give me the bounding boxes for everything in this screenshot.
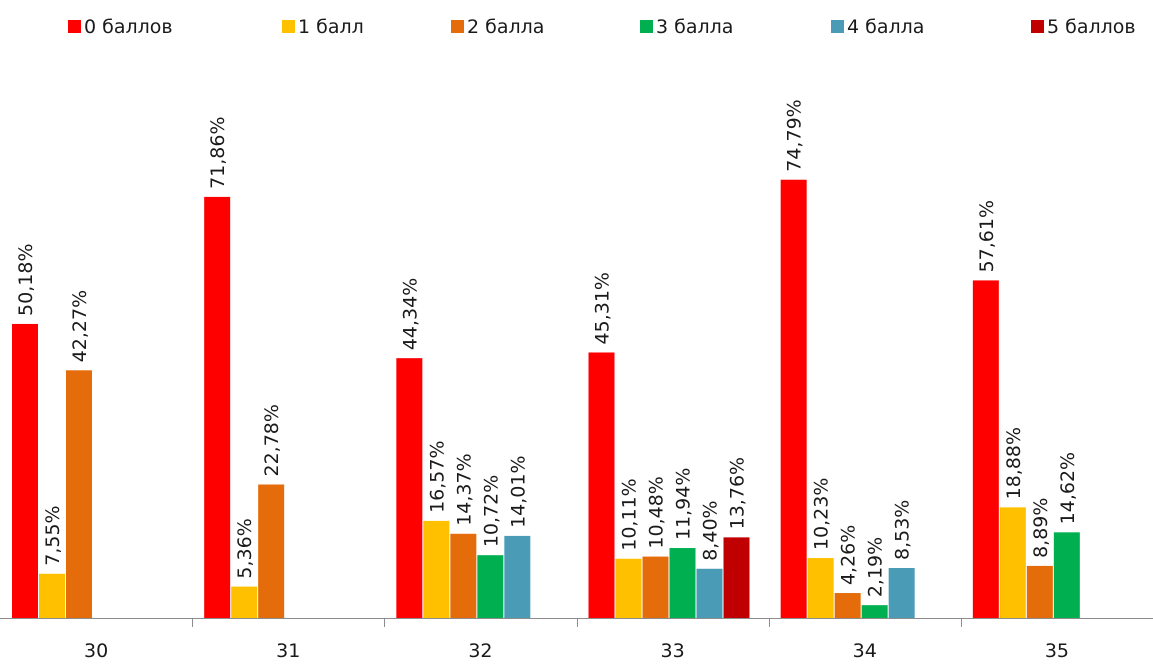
data-labels: 50,18% 7,55% 42,27% 71,86% 5,36% 22,78% 44,34%… [15, 99, 1079, 597]
bar-34-series-4 [888, 568, 915, 618]
legend-label-1: 1 балл [298, 16, 364, 38]
legend-label-4: 4 балла [847, 16, 924, 38]
data-label-32-series-2: 14,37% [453, 453, 475, 525]
data-label-34-series-1: 10,23% [811, 478, 833, 550]
bars [12, 179, 1080, 619]
legend-label-0: 0 баллов [84, 16, 173, 38]
x-tick-label-30: 30 [84, 640, 108, 662]
bar-34-series-0 [780, 179, 807, 619]
legend-swatch-4 [831, 20, 844, 33]
data-label-31-series-2: 22,78% [261, 404, 283, 476]
data-label-35-series-2: 8,89% [1030, 498, 1052, 558]
data-label-32-series-4: 14,01% [507, 455, 529, 527]
data-label-32-series-3: 10,72% [480, 475, 502, 547]
legend-label-3: 3 балла [656, 16, 733, 38]
data-label-35-series-1: 18,88% [1003, 427, 1025, 499]
bar-32-series-3 [477, 555, 504, 618]
x-axis: 30 31 32 33 34 35 [0, 618, 1153, 662]
data-label-31-series-0: 71,86% [207, 116, 229, 188]
legend-swatch-5 [1031, 20, 1044, 33]
data-label-34-series-2: 4,26% [838, 525, 860, 585]
bar-35-series-2 [1026, 565, 1053, 618]
bar-33-series-2 [642, 556, 669, 618]
bar-33-series-0 [588, 352, 615, 618]
x-tick-label-31: 31 [276, 640, 300, 662]
bar-31-series-0 [204, 196, 231, 619]
bar-35-series-3 [1053, 532, 1080, 618]
bar-32-series-0 [396, 358, 423, 618]
x-tick-label-34: 34 [853, 640, 877, 662]
bar-31-series-1 [231, 586, 258, 618]
data-label-30-series-2: 42,27% [69, 290, 91, 362]
bar-34-series-2 [834, 593, 861, 618]
data-label-33-series-0: 45,31% [592, 272, 614, 344]
data-label-35-series-3: 14,62% [1057, 452, 1079, 524]
bar-30-series-0 [12, 323, 38, 618]
bar-32-series-2 [450, 533, 477, 618]
legend-swatch-2 [451, 20, 464, 33]
bar-31-series-2 [258, 484, 285, 618]
bar-32-series-1 [423, 520, 450, 618]
bar-34-series-3 [861, 605, 888, 618]
data-label-30-series-0: 50,18% [15, 243, 37, 315]
data-label-34-series-0: 74,79% [784, 99, 806, 171]
legend-swatch-0 [68, 20, 81, 33]
data-label-33-series-2: 10,48% [646, 476, 668, 548]
bar-35-series-0 [972, 280, 999, 618]
data-label-33-series-5: 13,76% [727, 457, 749, 529]
x-tick-label-33: 33 [660, 640, 684, 662]
legend: 0 баллов 1 балл 2 балла 3 балла 4 балла 5 бал… [68, 16, 1136, 38]
data-label-33-series-4: 8,40% [700, 500, 722, 560]
bar-35-series-1 [999, 507, 1026, 618]
data-label-33-series-1: 10,11% [619, 478, 641, 550]
x-tick-label-32: 32 [468, 640, 492, 662]
legend-label-2: 2 балла [467, 16, 544, 38]
bar-30-series-1 [39, 573, 65, 618]
bar-32-series-4 [504, 535, 531, 618]
data-label-32-series-1: 16,57% [426, 440, 448, 512]
legend-swatch-3 [640, 20, 653, 33]
data-label-33-series-3: 11,94% [673, 468, 695, 540]
x-tick-label-35: 35 [1045, 640, 1069, 662]
data-label-32-series-0: 44,34% [399, 278, 421, 350]
bar-33-series-1 [615, 558, 642, 618]
bar-33-series-4 [696, 568, 723, 618]
bar-33-series-3 [669, 548, 696, 618]
data-label-34-series-4: 8,53% [892, 500, 914, 560]
bar-34-series-1 [807, 558, 834, 618]
legend-label-5: 5 баллов [1047, 16, 1136, 38]
legend-swatch-1 [282, 20, 295, 33]
data-label-34-series-3: 2,19% [865, 537, 887, 597]
data-label-31-series-1: 5,36% [234, 518, 256, 578]
bar-33-series-5 [723, 537, 750, 618]
bar-30-series-2 [66, 370, 92, 618]
data-label-35-series-0: 57,61% [976, 200, 998, 272]
data-label-30-series-1: 7,55% [42, 505, 64, 565]
